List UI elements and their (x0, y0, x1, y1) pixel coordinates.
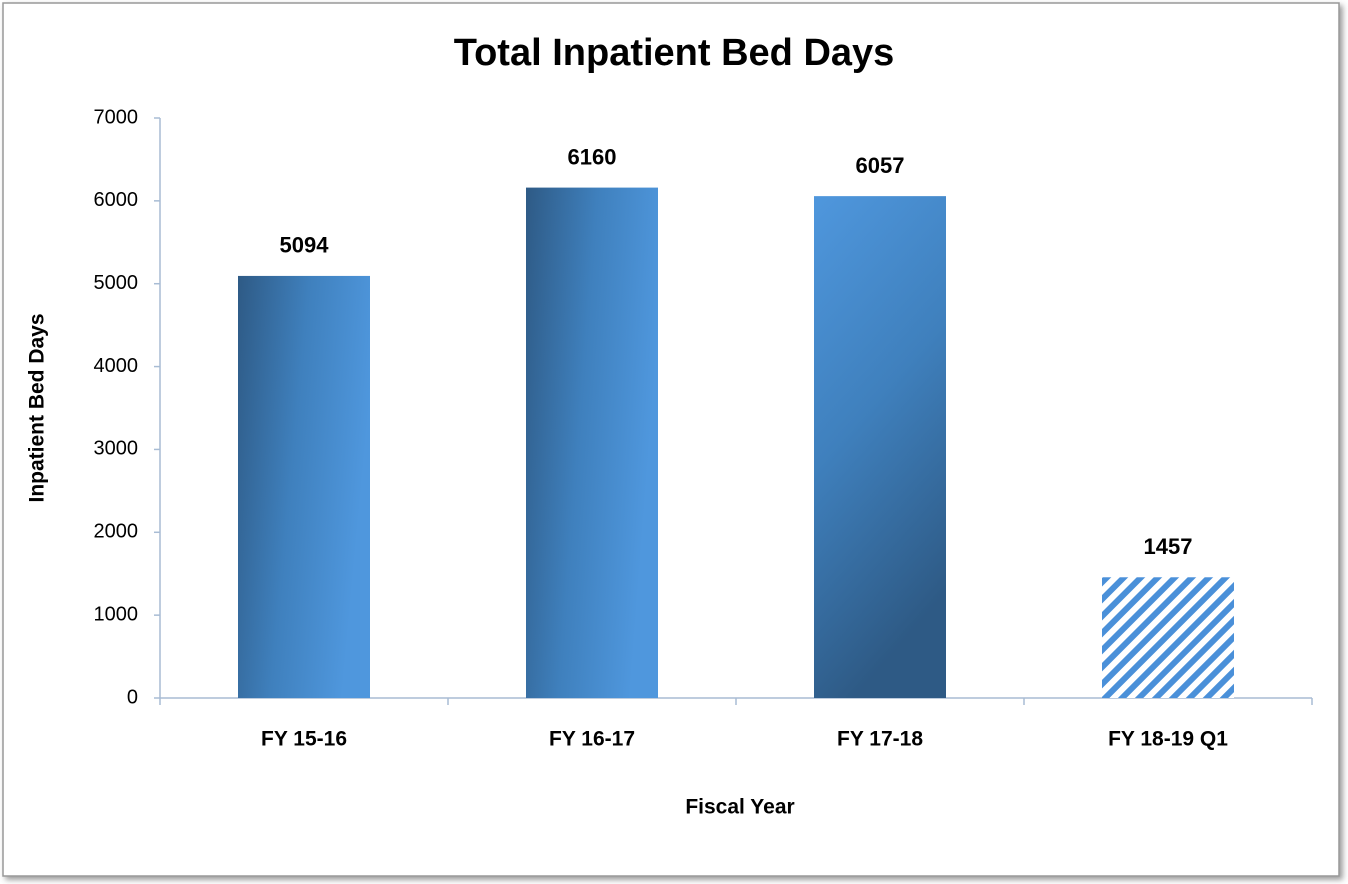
x-tick-label: FY 17-18 (837, 728, 923, 751)
value-label: 1457 (1144, 534, 1193, 559)
y-axis-label: Inpatient Bed Days (26, 313, 49, 502)
x-tick-label: FY 16-17 (549, 728, 635, 751)
y-tick-label: 1000 (94, 603, 139, 625)
bar (1102, 577, 1234, 698)
chart-title: Total Inpatient Bed Days (454, 32, 895, 74)
bar (526, 187, 658, 698)
y-tick-label: 3000 (94, 438, 139, 460)
y-tick-label: 6000 (94, 189, 139, 211)
x-tick-label: FY 15-16 (261, 728, 347, 751)
bar (238, 275, 370, 698)
value-label: 6160 (568, 144, 617, 169)
bar (814, 196, 946, 699)
y-tick-label: 5000 (94, 272, 139, 294)
x-tick-label: FY 18-19 Q1 (1108, 728, 1228, 751)
y-tick-label: 4000 (94, 355, 139, 377)
value-label: 5094 (280, 233, 330, 258)
y-tick-label: 0 (127, 686, 138, 708)
value-label: 6057 (856, 153, 905, 178)
y-tick-label: 7000 (94, 106, 139, 128)
x-axis-label: Fiscal Year (685, 796, 794, 819)
y-tick-label: 2000 (94, 521, 139, 543)
